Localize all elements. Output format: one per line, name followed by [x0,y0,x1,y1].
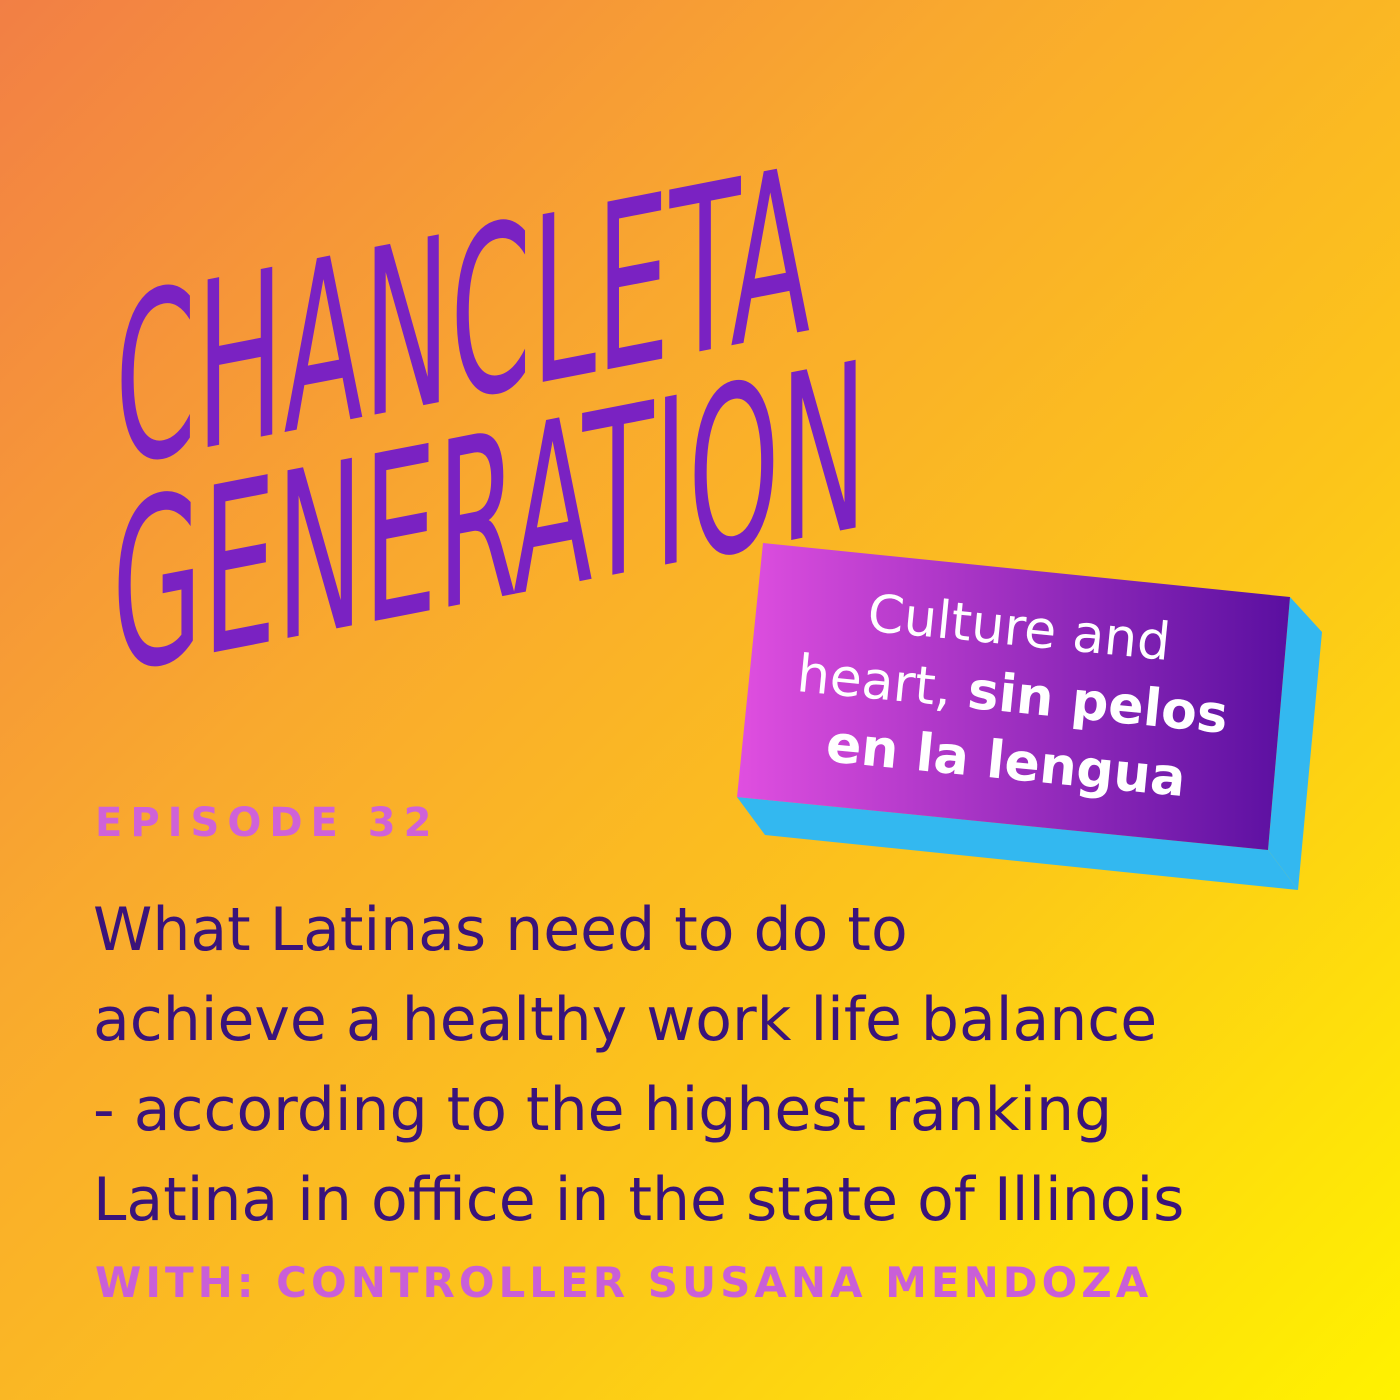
description-line: What Latinas need to do to [93,895,908,965]
episode-description: What Latinas need to do to achieve a hea… [93,885,1184,1245]
description-line: - according to the highest ranking [93,1075,1113,1145]
guest: WITH: CONTROLLER SUSANA MENDOZA [95,1258,1153,1307]
description-line: Latina in office in the state of Illinoi… [93,1165,1185,1235]
episode-number: EPISODE 32 [95,800,440,846]
description-line: achieve a healthy work life balance [93,985,1158,1055]
logo: CHANCLETA GENERATION [112,117,867,727]
box-side [1268,597,1322,890]
tagline-box [737,543,1290,850]
box-side [737,797,1298,890]
